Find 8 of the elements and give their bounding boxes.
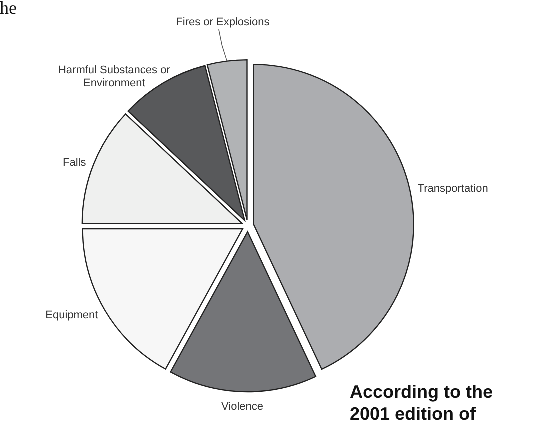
text: According to the 2001 edition of: [350, 382, 493, 424]
slice-label: Harmful Substances or Environment: [58, 64, 171, 90]
slice-label: Transportation: [418, 183, 488, 196]
slice-label: Equipment: [46, 310, 98, 322]
text: he: [0, 0, 17, 18]
slice-label: Violence: [222, 400, 264, 413]
slice-label: Fires or Explosions: [176, 16, 270, 29]
slice-label: Falls: [62, 156, 87, 169]
